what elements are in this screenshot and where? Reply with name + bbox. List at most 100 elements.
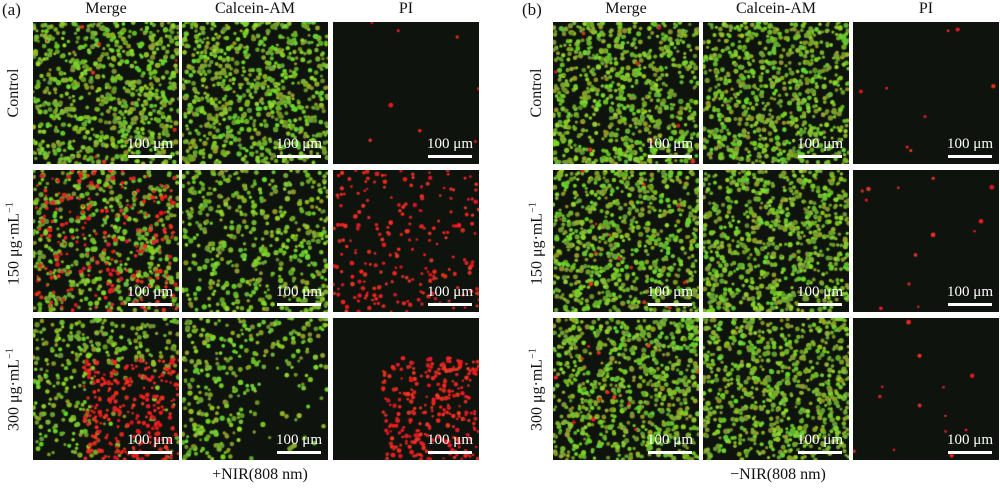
scale-bar-line [128,303,173,306]
scale-bar-label: 100 μm [797,136,843,152]
fluorescence-image [703,318,849,460]
fluorescence-image [333,318,479,460]
scale-bar: 100 μm [797,433,843,454]
scale-bar: 100 μm [276,433,322,454]
image-a-control-calcein: 100 μm [182,22,328,164]
scale-bar-line [948,451,993,454]
fluorescence-image [333,170,479,312]
panel-a-footer: +NIR(808 nm) [212,466,308,483]
scale-bar-label: 100 μm [276,136,322,152]
scale-bar-line [428,155,473,158]
scale-bar-line [948,155,993,158]
image-a-control-merge: 100 μm [33,22,179,164]
scale-bar-label: 100 μm [647,284,693,300]
image-b-300-pi: 100 μm [853,318,999,460]
scale-bar-label: 100 μm [647,432,693,448]
scale-bar: 100 μm [947,137,993,158]
image-b-300-calcein: 100 μm [703,318,849,460]
fluorescence-image [33,22,179,164]
scale-bar-line [128,451,173,454]
fluorescence-image [182,22,328,164]
scale-bar-label: 100 μm [276,284,322,300]
scale-bar-label: 100 μm [797,284,843,300]
scale-bar-line [798,303,843,306]
scale-bar-label: 100 μm [127,136,173,152]
fluorescence-image [853,170,999,312]
scale-bar-label: 100 μm [427,284,473,300]
scale-bar-label: 100 μm [947,432,993,448]
fluorescence-image [33,318,179,460]
panel-a-row-control: Control [5,68,22,118]
panel-b-row-150: 150 μg·mL−1 [527,202,546,286]
image-a-300-pi: 100 μm [333,318,479,460]
scale-bar: 100 μm [947,433,993,454]
fluorescence-image [703,22,849,164]
scale-bar: 100 μm [797,285,843,306]
panel-b-col-pi: PI [918,0,934,17]
scale-bar-label: 100 μm [127,432,173,448]
image-a-control-pi: 100 μm [333,22,479,164]
image-b-control-merge: 100 μm [553,22,699,164]
scale-bar: 100 μm [647,137,693,158]
scale-bar-label: 100 μm [647,136,693,152]
fluorescence-image [333,22,479,164]
image-a-150-pi: 100 μm [333,170,479,312]
image-a-150-calcein: 100 μm [182,170,328,312]
scale-bar: 100 μm [427,137,473,158]
image-b-150-calcein: 100 μm [703,170,849,312]
scale-bar-label: 100 μm [427,432,473,448]
scale-bar-line [798,451,843,454]
image-b-150-merge: 100 μm [553,170,699,312]
image-a-300-calcein: 100 μm [182,318,328,460]
panel-b-footer: −NIR(808 nm) [730,466,826,483]
scale-bar-line [277,155,322,158]
image-a-300-merge: 100 μm [33,318,179,460]
scale-bar: 100 μm [647,285,693,306]
scale-bar: 100 μm [647,433,693,454]
panel-b-col-merge: Merge [605,0,647,17]
scale-bar: 100 μm [947,285,993,306]
image-b-control-calcein: 100 μm [703,22,849,164]
scale-bar: 100 μm [127,137,173,158]
scale-bar-label: 100 μm [127,284,173,300]
image-b-300-merge: 100 μm [553,318,699,460]
panel-a-col-calcein: Calcein-AM [215,0,295,17]
scale-bar-line [428,303,473,306]
scale-bar-label: 100 μm [947,136,993,152]
scale-bar: 100 μm [127,433,173,454]
fluorescence-image [553,170,699,312]
scale-bar-line [277,451,322,454]
scale-bar-line [648,303,693,306]
scale-bar-line [128,155,173,158]
scale-bar-line [428,451,473,454]
image-b-150-pi: 100 μm [853,170,999,312]
scale-bar-line [648,451,693,454]
fluorescence-image [703,170,849,312]
scale-bar: 100 μm [127,285,173,306]
panel-a-row-300: 300 μg·mL−1 [4,348,23,432]
scale-bar: 100 μm [276,285,322,306]
panel-a-col-pi: PI [398,0,414,17]
fluorescence-image [853,318,999,460]
scale-bar-label: 100 μm [276,432,322,448]
panel-b-letter: (b) [522,0,542,19]
fluorescence-image [553,22,699,164]
panel-a-letter: (a) [2,0,21,19]
scale-bar: 100 μm [797,137,843,158]
fluorescence-image [182,318,328,460]
fluorescence-image [182,170,328,312]
scale-bar-line [277,303,322,306]
scale-bar: 100 μm [427,285,473,306]
panel-b-col-calcein: Calcein-AM [736,0,816,17]
panel-b-row-300: 300 μg·mL−1 [527,348,546,432]
scale-bar-line [648,155,693,158]
panel-a-col-merge: Merge [85,0,127,17]
scale-bar-line [948,303,993,306]
scale-bar-label: 100 μm [797,432,843,448]
panel-a-row-150: 150 μg·mL−1 [4,202,23,286]
fluorescence-image [33,170,179,312]
scale-bar-label: 100 μm [947,284,993,300]
panel-b-row-control: Control [528,68,545,118]
scale-bar: 100 μm [427,433,473,454]
image-a-150-merge: 100 μm [33,170,179,312]
